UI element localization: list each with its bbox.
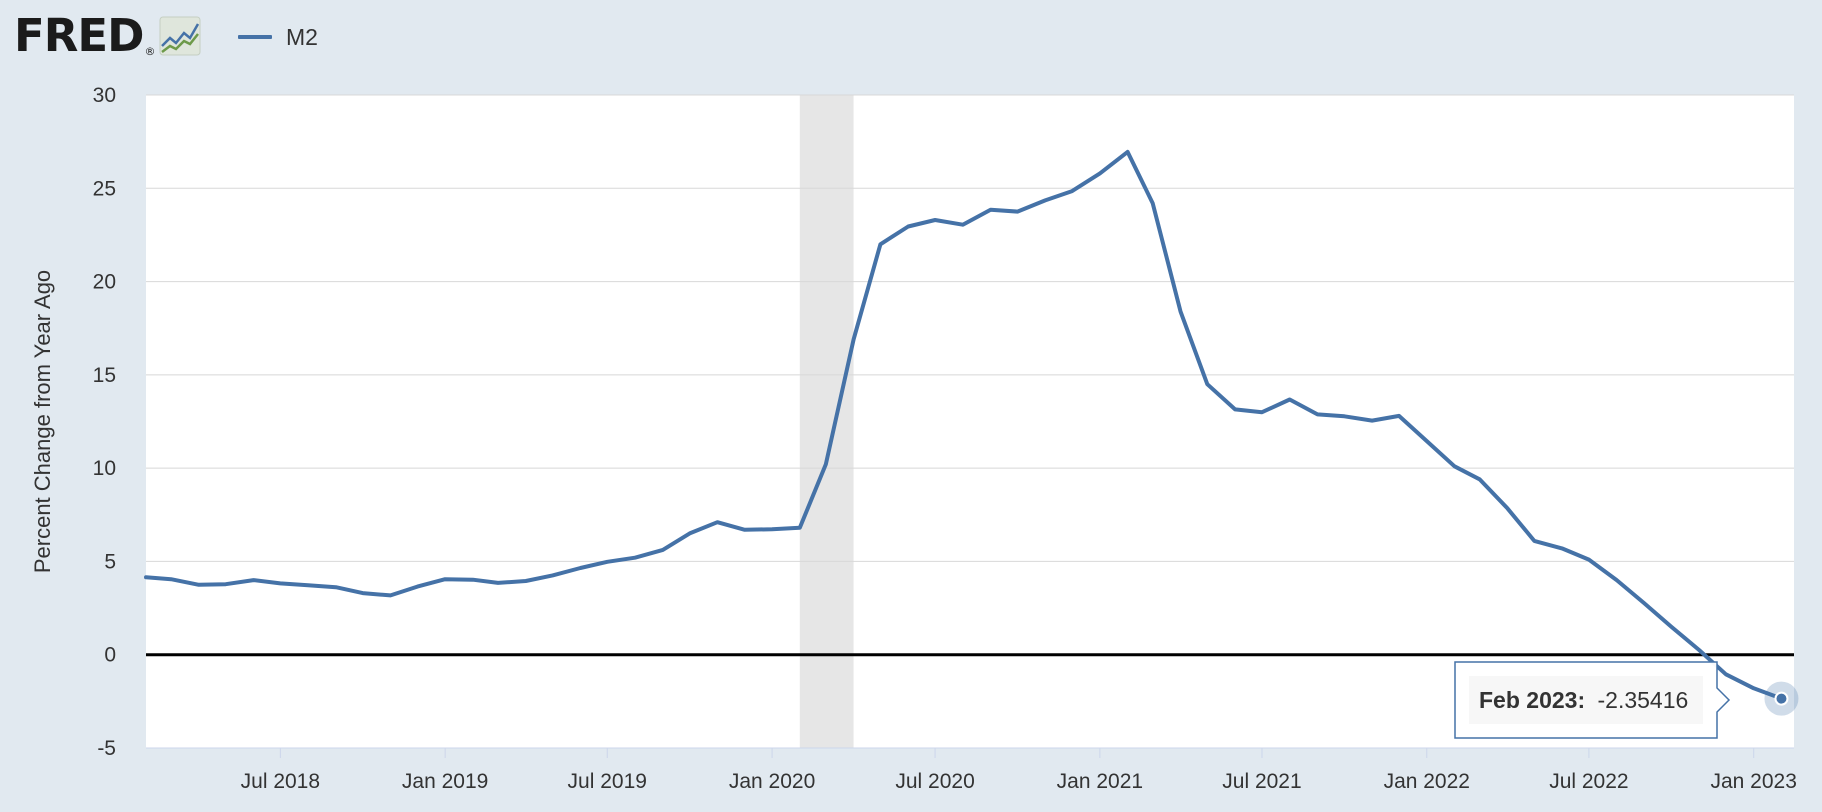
x-tick-label: Jul 2021: [1222, 770, 1301, 793]
x-tick-label: Jul 2019: [568, 770, 647, 793]
y-tick-label: 15: [93, 364, 116, 387]
legend-item-m2[interactable]: M2: [238, 22, 318, 52]
y-tick-label: 30: [93, 84, 116, 107]
x-tick-label: Jan 2020: [729, 770, 815, 793]
grid-lines: [146, 94, 1794, 749]
series-line[interactable]: [144, 149, 1784, 701]
x-tick-label: Jan 2023: [1710, 770, 1796, 793]
fred-logo[interactable]: FRED ®: [14, 12, 201, 61]
legend-swatch: [238, 35, 272, 39]
x-axis-ticks: Jul 2018 Jan 2019 Jul 2019 Jan 2020 Jul 2020…: [241, 748, 1797, 793]
x-tick-label: Jul 2018: [241, 770, 320, 793]
x-tick-label: Jan 2021: [1057, 770, 1143, 793]
plot-area: [146, 95, 1794, 748]
y-tick-label: -5: [97, 737, 116, 760]
y-tick-label: 25: [93, 177, 116, 200]
x-tick-label: Jul 2022: [1549, 770, 1628, 793]
line-chart-icon: [159, 16, 201, 61]
recession-shading: [799, 95, 854, 748]
tooltip-value: -2.35416: [1598, 687, 1689, 713]
y-axis-ticks: -5 0 5 10 15 20 25 30: [93, 84, 116, 760]
hover-marker[interactable]: [1774, 691, 1789, 706]
x-tick-label: Jan 2019: [402, 770, 488, 793]
tooltip: Feb 2023: -2.35416: [1454, 661, 1731, 739]
tooltip-text: Feb 2023: -2.35416: [1479, 687, 1688, 713]
chart-header: FRED ® M2: [0, 0, 1822, 80]
y-axis-label: Percent Change from Year Ago: [30, 270, 55, 573]
tooltip-inner: [1469, 676, 1703, 724]
legend-label: M2: [286, 24, 318, 50]
y-tick-label: 0: [104, 644, 116, 667]
recession-band: [799, 95, 854, 748]
registered-mark: ®: [144, 45, 156, 58]
x-tick-label: Jul 2020: [895, 770, 974, 793]
y-tick-label: 10: [93, 457, 116, 480]
y-tick-label: 20: [93, 271, 116, 294]
x-tick-label: Jan 2022: [1384, 770, 1470, 793]
y-tick-label: 5: [104, 550, 116, 573]
series-m2[interactable]: [144, 149, 1799, 716]
fred-logo-text: FRED: [14, 9, 144, 62]
tooltip-date: Feb 2023:: [1479, 687, 1585, 713]
